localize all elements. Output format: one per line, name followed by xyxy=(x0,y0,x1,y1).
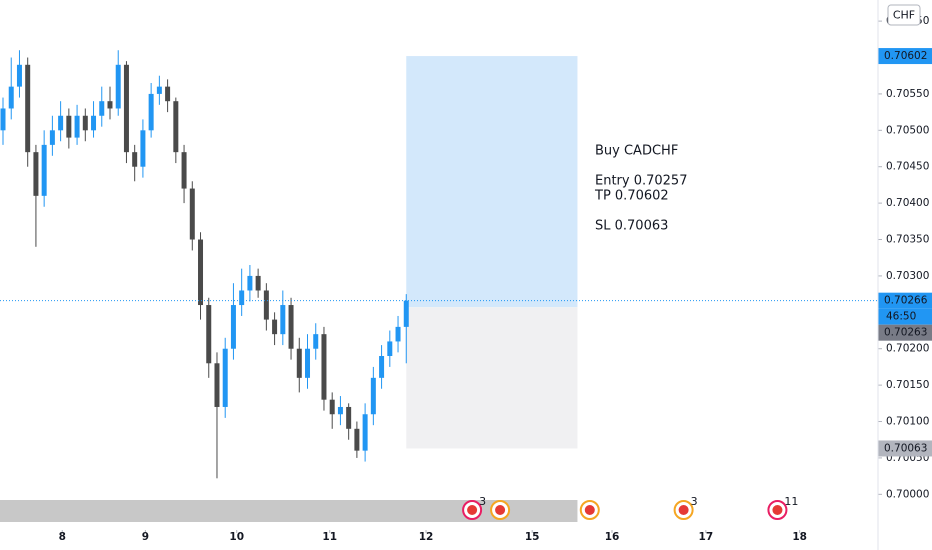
position-note: Buy CADCHF xyxy=(595,144,678,159)
candle-body xyxy=(370,377,376,415)
candle-body xyxy=(395,326,401,342)
x-tick-label: 10 xyxy=(229,531,244,543)
position-note: Entry 0.70257 xyxy=(595,174,687,189)
candle-body xyxy=(33,152,39,196)
price-tag xyxy=(878,440,932,457)
candle-body xyxy=(115,64,121,109)
candle-body xyxy=(16,64,22,87)
candle-body xyxy=(403,300,409,327)
price-tag xyxy=(878,48,932,65)
candle-body xyxy=(156,86,162,94)
candle-body xyxy=(214,363,220,407)
y-tick-label: 0.70100 xyxy=(886,416,929,428)
price-tag-label: 0.70063 xyxy=(884,442,927,454)
y-tick-label: 0.70400 xyxy=(886,197,929,209)
candle-body xyxy=(99,101,105,116)
position-note: SL 0.70063 xyxy=(595,219,668,234)
y-tick-label: 0.70200 xyxy=(886,343,929,355)
candle-body xyxy=(189,188,195,240)
x-tick-label: 15 xyxy=(525,531,540,543)
candle-body xyxy=(222,348,228,407)
candle-body xyxy=(198,239,204,306)
candle-body xyxy=(379,356,385,378)
currency-label: CHF xyxy=(893,9,915,22)
event-flag xyxy=(678,505,689,515)
event-flag xyxy=(584,505,595,515)
events-strip xyxy=(0,500,578,522)
candle-body xyxy=(239,290,245,306)
price-tag xyxy=(878,292,932,309)
candle-body xyxy=(91,115,97,131)
x-tick-label: 8 xyxy=(59,531,66,543)
candle-body xyxy=(329,399,335,415)
candle-body xyxy=(387,341,393,357)
candle-body xyxy=(296,348,302,378)
x-tick-label: 18 xyxy=(792,531,807,543)
event-count: 11 xyxy=(784,495,798,508)
candle-body xyxy=(123,64,129,153)
candle-body xyxy=(263,290,269,320)
price-tag-label: 0.70263 xyxy=(884,327,927,339)
price-tag xyxy=(878,324,932,341)
candle-body xyxy=(41,144,47,196)
candle-body xyxy=(66,115,72,138)
candle-body xyxy=(25,64,31,153)
candle-body xyxy=(206,305,212,364)
y-tick-label: 0.70350 xyxy=(886,234,929,246)
candle-body xyxy=(181,152,187,189)
currency-box[interactable] xyxy=(887,4,921,26)
x-tick-label: 9 xyxy=(142,531,149,543)
countdown: 46:50 xyxy=(886,311,916,323)
candle-body xyxy=(0,108,6,131)
y-tick-label: 0.70450 xyxy=(886,161,929,173)
event-flag xyxy=(772,505,783,515)
candle-body xyxy=(58,115,64,131)
event-flag xyxy=(495,505,506,515)
x-tick-label: 11 xyxy=(322,531,337,543)
x-tick-label: 17 xyxy=(699,531,714,543)
position-note: TP 0.70602 xyxy=(594,189,669,204)
candle-body xyxy=(321,334,327,400)
x-tick-label: 12 xyxy=(419,531,434,543)
candle-body xyxy=(354,428,360,451)
candle-body xyxy=(346,406,352,429)
countdown-tag xyxy=(878,308,932,325)
x-tick-label: 16 xyxy=(605,531,620,543)
candle-body xyxy=(49,130,55,145)
candle-body xyxy=(82,115,88,131)
event-flag xyxy=(467,505,478,515)
candle-body xyxy=(74,115,80,138)
y-tick-label: 0.70550 xyxy=(886,88,929,100)
candle-body xyxy=(165,86,171,102)
y-tick-label: 0.70150 xyxy=(886,379,929,391)
candle-body xyxy=(230,305,236,349)
candle-body xyxy=(313,334,319,349)
y-tick-label: 0.70500 xyxy=(886,124,929,136)
y-tick-label: 0.70000 xyxy=(886,488,929,500)
candle-body xyxy=(272,319,278,335)
price-tag-label: 0.70266 xyxy=(884,295,928,307)
loss-zone xyxy=(406,307,578,449)
candle-body xyxy=(247,275,253,291)
event-count: 3 xyxy=(479,495,486,508)
candle-body xyxy=(305,348,311,378)
candle-body xyxy=(107,101,113,109)
candle-body xyxy=(132,152,138,167)
profit-zone xyxy=(406,56,578,308)
candle-body xyxy=(255,275,261,291)
candle-body xyxy=(280,305,286,335)
candle-body xyxy=(173,101,179,153)
candle-body xyxy=(148,93,154,131)
candle-body xyxy=(362,414,368,451)
candle-body xyxy=(288,305,294,349)
candle-body xyxy=(8,86,14,109)
candle-body xyxy=(337,406,343,415)
price-tag-label: 0.70602 xyxy=(884,50,927,62)
y-tick-label: 0.70300 xyxy=(886,270,929,282)
event-count: 3 xyxy=(691,495,698,508)
candle-body xyxy=(140,130,146,167)
